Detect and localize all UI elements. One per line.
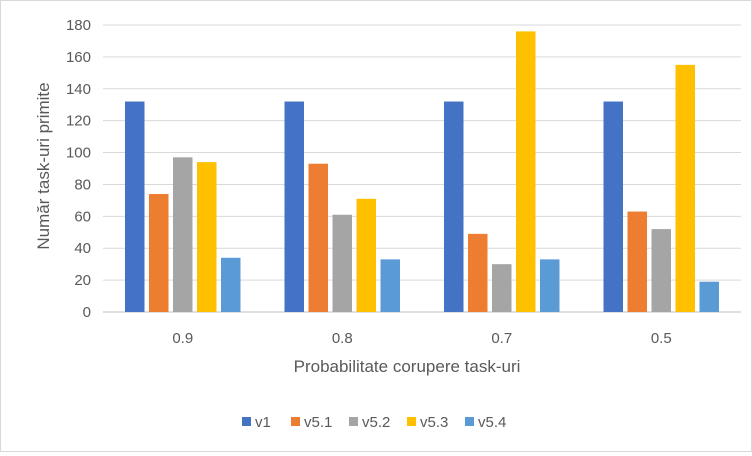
legend-swatch	[291, 417, 300, 426]
legend: v1 v5.1 v5.2 v5.3 v5.4	[242, 414, 506, 431]
y-tick-label: 20	[74, 272, 91, 289]
y-tick-label: 0	[83, 304, 91, 321]
x-axis-title: Probabilitate corupere task-uri	[294, 357, 521, 376]
bar-v1-0-8	[284, 101, 304, 313]
legend-label: v5.4	[478, 414, 506, 431]
y-tick-label: 60	[74, 208, 91, 225]
legend-label: v5.3	[420, 414, 448, 431]
y-tick-label: 40	[74, 240, 91, 257]
y-tick-label: 140	[66, 81, 91, 98]
bars	[125, 31, 719, 313]
legend-label: v5.1	[304, 414, 332, 431]
bar-v5-2-0-5	[651, 229, 671, 312]
x-tick-label: 0.7	[491, 330, 512, 347]
bar-v1-0-7	[444, 101, 464, 313]
y-axis-ticks: 0 20 40 60 80 100 120 140 160 180	[66, 17, 91, 321]
x-axis-ticks: 0.9 0.8 0.7 0.5	[172, 330, 671, 347]
bar-v5-1-0-8	[308, 163, 328, 312]
legend-swatch	[407, 417, 416, 426]
x-tick-label: 0.5	[651, 330, 672, 347]
legend-swatch	[465, 417, 474, 426]
bar-v5-3-0-9	[197, 162, 217, 312]
bar-v5-2-0-7	[492, 264, 512, 312]
legend-label: v1	[255, 414, 271, 431]
bar-v5-2-0-9	[173, 157, 193, 312]
y-tick-label: 80	[74, 176, 91, 193]
y-tick-label: 180	[66, 17, 91, 34]
y-tick-label: 100	[66, 145, 91, 162]
legend-swatch	[349, 417, 358, 426]
bar-v5-1-0-5	[627, 211, 647, 312]
bar-v5-3-0-5	[675, 64, 695, 312]
y-tick-label: 160	[66, 49, 91, 66]
bar-v5-1-0-7	[468, 233, 488, 312]
legend-label: v5.2	[362, 414, 390, 431]
y-axis-title: Număr task-uri primite	[34, 82, 53, 249]
bar-v5-3-0-7	[516, 31, 536, 312]
bar-v5-4-0-8	[380, 259, 400, 312]
bar-v1-0-5	[603, 101, 623, 313]
bar-v5-3-0-8	[356, 198, 376, 312]
x-tick-label: 0.8	[332, 330, 353, 347]
bar-v5-4-0-9	[221, 257, 241, 312]
bar-v1-0-9	[125, 101, 145, 313]
bar-v5-1-0-9	[149, 194, 169, 312]
bar-v5-2-0-8	[332, 214, 352, 312]
x-tick-label: 0.9	[172, 330, 193, 347]
y-tick-label: 120	[66, 113, 91, 130]
bar-v5-4-0-5	[699, 281, 719, 312]
legend-swatch	[242, 417, 251, 426]
bar-v5-4-0-7	[540, 259, 560, 312]
